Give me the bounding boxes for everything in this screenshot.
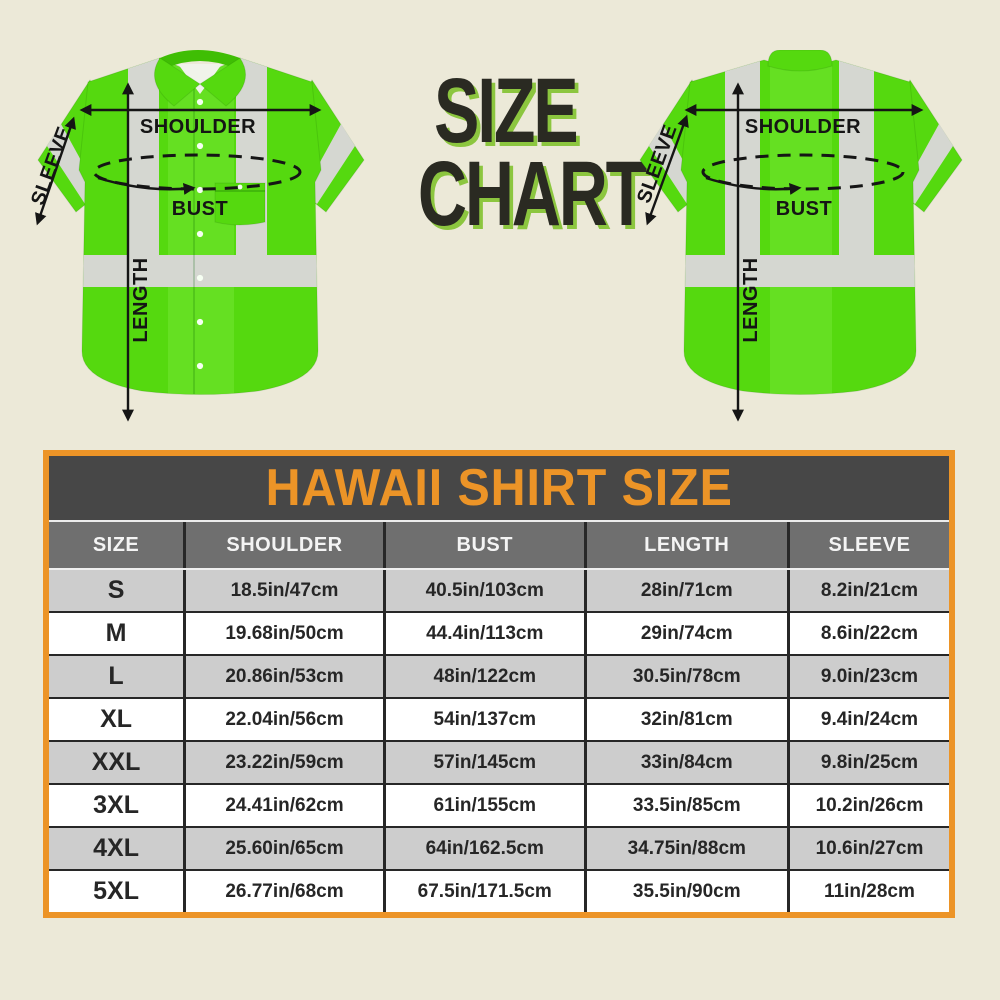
size-cell: XXL — [91, 748, 141, 776]
sleeve-cell: 11in/28cm — [786, 871, 949, 912]
shoulder-cell: 22.04in/56cm — [183, 699, 383, 740]
table-row: S 18.5in/47cm 40.5in/103cm 28in/71cm 8.2… — [49, 568, 949, 611]
length-cell: 32in/81cm — [583, 699, 787, 740]
shoulder-cell: 23.22in/59cm — [183, 742, 383, 783]
size-cell: L — [108, 662, 124, 690]
sleeve-cell: 10.2in/26cm — [786, 785, 949, 826]
back-shirt-body — [680, 50, 920, 395]
shoulder-cell: 24.41in/62cm — [183, 785, 383, 826]
back-sleeve-arrow — [645, 114, 689, 226]
length-cell: 35.5in/90cm — [583, 871, 787, 912]
table-title: HAWAII SHIRT SIZE — [49, 456, 949, 520]
size-cell: 3XL — [93, 791, 139, 819]
heading-line-2: CHART — [417, 142, 647, 245]
heading-line-1: SIZE — [433, 60, 579, 162]
bust-cell: 44.4in/113cm — [382, 613, 584, 654]
back-right-reflective-stripe — [839, 60, 874, 257]
column-header-length: LENGTH — [583, 522, 787, 568]
column-header-sleeve: SLEEVE — [786, 522, 949, 568]
front-chest-pocket — [214, 182, 266, 226]
front-buttons — [196, 98, 204, 370]
front-horizontal-reflective-stripe — [79, 255, 321, 287]
front-sleeve-arrow — [35, 116, 76, 226]
back-length-label: LENGTH — [740, 257, 762, 342]
sleeve-cell: 10.6in/27cm — [786, 828, 949, 869]
shoulder-cell: 26.77in/68cm — [183, 871, 383, 912]
front-bust-label: BUST — [172, 198, 228, 220]
bust-cell: 48in/122cm — [382, 656, 584, 697]
length-cell: 28in/71cm — [583, 570, 787, 611]
table-row: XXL 23.22in/59cm 57in/145cm 33in/84cm 9.… — [49, 740, 949, 783]
back-bust-ellipse — [701, 153, 905, 191]
bust-cell: 64in/162.5cm — [382, 828, 584, 869]
size-cell: XL — [100, 705, 133, 733]
length-cell: 30.5in/78cm — [583, 656, 787, 697]
size-cell: S — [107, 576, 125, 604]
shoulder-cell: 25.60in/65cm — [183, 828, 383, 869]
back-shirt-illustration: SHOULDER BUST SLEEVE LENGTH — [633, 50, 963, 422]
table-row: 4XL 25.60in/65cm 64in/162.5cm 34.75in/88… — [49, 826, 949, 869]
length-cell: 33in/84cm — [583, 742, 787, 783]
back-shoulder-label: SHOULDER — [745, 116, 861, 138]
back-left-reflective-stripe — [725, 60, 760, 257]
shoulder-cell: 18.5in/47cm — [183, 570, 383, 611]
front-shirt-illustration: SHOULDER BUST SLEEVE LENGTH — [28, 50, 365, 422]
bust-cell: 61in/155cm — [382, 785, 584, 826]
table-row: L 20.86in/53cm 48in/122cm 30.5in/78cm 9.… — [49, 654, 949, 697]
table-row: XL 22.04in/56cm 54in/137cm 32in/81cm 9.4… — [49, 697, 949, 740]
length-cell: 29in/74cm — [583, 613, 787, 654]
size-cell: 4XL — [93, 834, 139, 862]
column-header-bust: BUST — [382, 522, 584, 568]
front-left-reflective-stripe — [128, 58, 159, 257]
sleeve-cell: 8.2in/21cm — [786, 570, 949, 611]
bust-cell: 57in/145cm — [382, 742, 584, 783]
table-row: 5XL 26.77in/68cm 67.5in/171.5cm 35.5in/9… — [49, 869, 949, 912]
table-row: 3XL 24.41in/62cm 61in/155cm 33.5in/85cm … — [49, 783, 949, 826]
front-shoulder-label: SHOULDER — [140, 116, 256, 138]
back-horizontal-reflective-stripe — [681, 255, 919, 287]
size-chart-table: HAWAII SHIRT SIZE SIZE SHOULDER BUST LEN… — [43, 450, 955, 918]
front-bust-arrow — [97, 176, 196, 195]
size-chart-heading: SIZE CHART — [378, 60, 647, 240]
front-collar — [153, 50, 247, 107]
front-shirt-body — [78, 50, 322, 395]
sleeve-cell: 9.8in/25cm — [786, 742, 949, 783]
column-header-size: SIZE — [92, 533, 140, 556]
size-cell: M — [105, 619, 127, 647]
back-bust-arrow — [705, 176, 802, 195]
table-header-row: SIZE SHOULDER BUST LENGTH SLEEVE — [49, 520, 949, 568]
size-cell: 5XL — [93, 877, 139, 905]
sleeve-cell: 8.6in/22cm — [786, 613, 949, 654]
front-bust-ellipse — [92, 153, 302, 191]
sleeve-cell: 9.0in/23cm — [786, 656, 949, 697]
table-body: S 18.5in/47cm 40.5in/103cm 28in/71cm 8.2… — [49, 568, 949, 912]
back-bust-label: BUST — [776, 198, 832, 220]
bust-cell: 54in/137cm — [382, 699, 584, 740]
column-header-shoulder: SHOULDER — [183, 522, 383, 568]
bust-cell: 67.5in/171.5cm — [382, 871, 584, 912]
shoulder-cell: 20.86in/53cm — [183, 656, 383, 697]
length-cell: 33.5in/85cm — [583, 785, 787, 826]
bust-cell: 40.5in/103cm — [382, 570, 584, 611]
shoulder-cell: 19.68in/50cm — [183, 613, 383, 654]
table-row: M 19.68in/50cm 44.4in/113cm 29in/74cm 8.… — [49, 611, 949, 654]
front-length-label: LENGTH — [130, 257, 152, 342]
length-cell: 34.75in/88cm — [583, 828, 787, 869]
back-collar — [767, 50, 833, 72]
sleeve-cell: 9.4in/24cm — [786, 699, 949, 740]
